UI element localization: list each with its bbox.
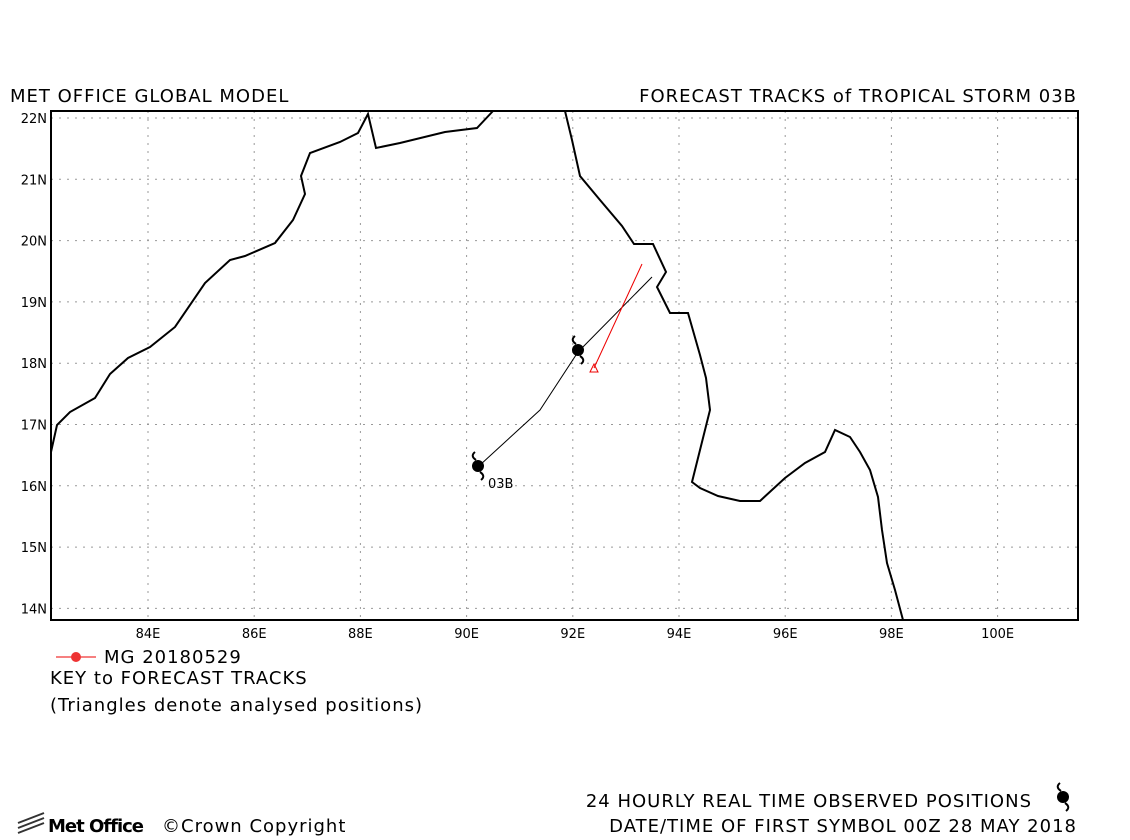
lon-label: 88E [348, 627, 373, 642]
lat-label: 22N [21, 112, 47, 127]
storm-symbol [1056, 782, 1070, 812]
lat-label: 15N [21, 541, 47, 556]
lat-label: 20N [21, 235, 47, 250]
lon-label: 98E [879, 627, 904, 642]
legend-entry: MG 20180529 [104, 647, 242, 668]
lon-label: 92E [560, 627, 585, 642]
lat-label: 18N [21, 357, 47, 372]
lat-label: 14N [21, 602, 47, 617]
first-symbol-note: DATE/TIME OF FIRST SYMBOL 00Z 28 MAY 201… [609, 816, 1077, 837]
lat-label: 19N [21, 296, 47, 311]
left-title: MET OFFICE GLOBAL MODEL [10, 86, 289, 107]
lon-label: 100E [981, 627, 1014, 642]
coastline-east [564, 110, 904, 621]
lon-label: 86E [242, 627, 267, 642]
lat-label: 16N [21, 480, 47, 495]
storm-symbol [471, 451, 485, 481]
lat-label: 21N [21, 173, 47, 188]
grid [51, 111, 1078, 620]
storm-symbol [571, 335, 585, 365]
lat-label: 17N [21, 419, 47, 434]
legend-key: KEY to FORECAST TRACKS [50, 668, 308, 689]
logo: Met Office [48, 816, 144, 837]
coastline-west [50, 110, 494, 453]
observed-note: 24 HOURLY REAL TIME OBSERVED POSITIONS [586, 791, 1032, 812]
logo-icon [17, 812, 45, 834]
observed-track [479, 276, 653, 466]
map-frame [50, 110, 1079, 621]
lon-label: 94E [667, 627, 692, 642]
copyright: ©Crown Copyright [162, 816, 346, 837]
legend-note: (Triangles denote analysed positions) [50, 695, 423, 716]
lon-label: 84E [136, 627, 161, 642]
analysed-triangle [589, 362, 599, 373]
right-title: FORECAST TRACKS of TROPICAL STORM 03B [639, 86, 1077, 107]
forecast-track [593, 263, 643, 369]
lon-label: 90E [454, 627, 479, 642]
storm-label: 03B [488, 477, 513, 492]
legend-marker [71, 652, 81, 662]
lon-label: 96E [773, 627, 798, 642]
